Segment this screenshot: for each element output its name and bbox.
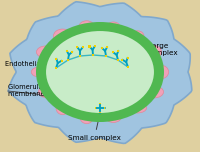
Bar (127, 57, 129, 59)
Bar (55, 58, 57, 60)
Bar (99, 112, 101, 113)
Ellipse shape (31, 67, 49, 77)
Bar (121, 59, 123, 61)
Bar (117, 50, 119, 52)
Bar (61, 60, 63, 62)
Ellipse shape (36, 22, 164, 122)
Bar (71, 51, 73, 53)
Ellipse shape (145, 86, 164, 98)
Bar (67, 59, 69, 61)
Polygon shape (8, 2, 192, 143)
Bar (95, 107, 96, 109)
Bar (104, 107, 105, 109)
Bar (106, 46, 108, 48)
Text: Glomerular basement
membrane of kidney: Glomerular basement membrane of kidney (8, 84, 81, 97)
Text: Large
complex: Large complex (128, 43, 179, 59)
Ellipse shape (45, 30, 155, 114)
Bar (117, 59, 119, 61)
Bar (88, 45, 91, 48)
Bar (76, 46, 78, 48)
Ellipse shape (131, 31, 144, 41)
Ellipse shape (147, 46, 161, 59)
Ellipse shape (39, 86, 53, 97)
Bar (101, 47, 103, 49)
Ellipse shape (56, 101, 69, 115)
Ellipse shape (36, 46, 55, 58)
Bar (66, 50, 68, 52)
Bar (92, 54, 94, 56)
Bar (99, 103, 101, 104)
Ellipse shape (80, 110, 93, 124)
Text: Endothelial cell: Endothelial cell (5, 61, 56, 72)
Ellipse shape (53, 29, 72, 43)
Bar (79, 55, 81, 57)
Ellipse shape (79, 21, 95, 34)
Ellipse shape (105, 111, 121, 123)
Bar (82, 46, 84, 48)
Ellipse shape (151, 65, 169, 79)
Bar (55, 67, 57, 69)
Text: Small complex: Small complex (68, 117, 121, 141)
Ellipse shape (107, 22, 120, 32)
Bar (112, 51, 114, 53)
Bar (105, 55, 107, 57)
Ellipse shape (128, 103, 147, 113)
Bar (94, 45, 96, 47)
Bar (127, 66, 129, 68)
